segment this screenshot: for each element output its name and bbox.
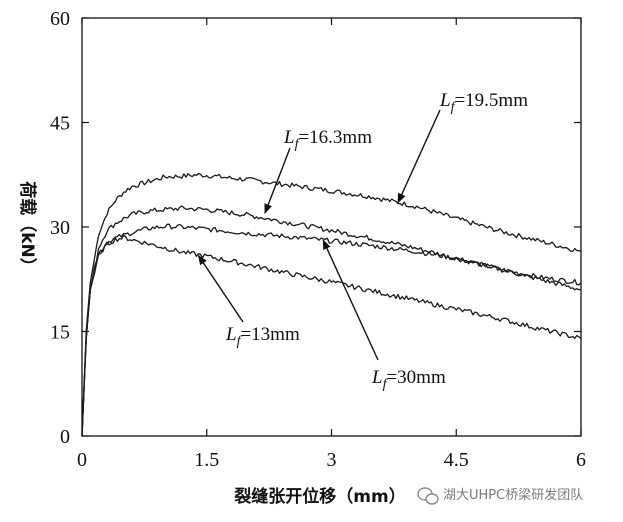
y-tick-label: 45 <box>50 113 70 135</box>
x-tick-label: 4.5 <box>444 449 469 471</box>
series-line-3 <box>81 223 582 437</box>
x-tick-label: 1.5 <box>194 449 219 471</box>
x-tick-label: 6 <box>576 449 586 471</box>
annotation-arrow-3 <box>197 254 244 323</box>
y-axis-title: 荷载（kN） <box>17 181 38 275</box>
x-axis-title: 裂缝张开位移（mm） <box>233 486 405 507</box>
plot-frame <box>81 17 582 437</box>
series-line-1 <box>81 172 582 437</box>
series-line-2 <box>81 205 582 437</box>
y-tick-label: 60 <box>50 8 70 30</box>
series-lines <box>81 172 582 437</box>
watermark-text: 湖大UHPC桥梁研发团队 <box>443 487 583 503</box>
watermark: 湖大UHPC桥梁研发团队 <box>417 487 583 505</box>
wechat-icon <box>417 487 439 505</box>
y-tick-label: 0 <box>60 426 70 448</box>
annotation-label-30: Lf=30mm <box>371 367 446 392</box>
annotation-label-13: Lf=13mm <box>225 324 300 349</box>
y-tick-label: 15 <box>50 322 70 344</box>
y-tick-label: 30 <box>50 217 70 239</box>
x-axis-ticks: 0 1.5 3 4.5 6 <box>77 18 586 471</box>
annotation-arrow-4 <box>322 239 379 361</box>
x-tick-label: 0 <box>77 449 87 471</box>
annotation-arrows <box>197 109 441 361</box>
y-axis-ticks: 0 15 30 45 60 <box>50 8 581 448</box>
annotation-arrow-1 <box>397 109 441 204</box>
x-tick-label: 3 <box>327 449 337 471</box>
series-line-4 <box>81 234 582 437</box>
annotation-label-16-3: Lf=16.3mm <box>283 127 372 152</box>
annotation-arrow-2 <box>264 147 291 214</box>
annotation-label-19-5: Lf=19.5mm <box>439 90 528 115</box>
